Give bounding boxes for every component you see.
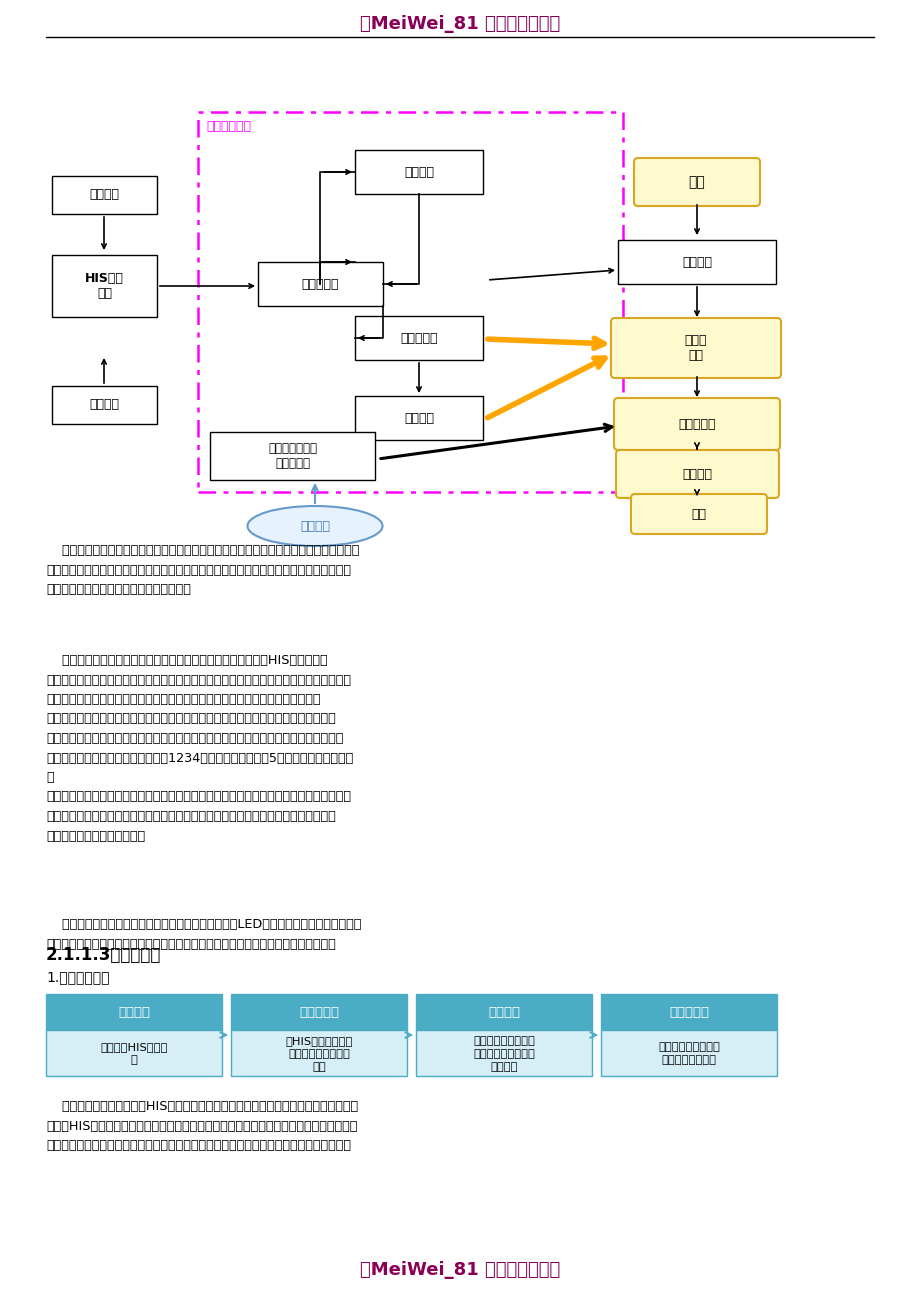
Text: 护士分诊: 护士分诊 bbox=[487, 1005, 519, 1018]
Text: 去指定诊室: 去指定诊室 bbox=[677, 418, 715, 431]
FancyBboxPatch shape bbox=[415, 993, 591, 1030]
Text: 【MeiWei_81 重点借鉴文档】: 【MeiWei_81 重点借鉴文档】 bbox=[359, 1262, 560, 1279]
FancyBboxPatch shape bbox=[630, 493, 766, 534]
FancyBboxPatch shape bbox=[600, 993, 777, 1030]
FancyBboxPatch shape bbox=[355, 396, 482, 440]
FancyBboxPatch shape bbox=[231, 993, 406, 1030]
Text: 操作医生: 操作医生 bbox=[300, 519, 330, 533]
Text: 排队系统客户端
或专用键盘: 排队系统客户端 或专用键盘 bbox=[267, 441, 317, 470]
Text: 当日挂号: 当日挂号 bbox=[89, 398, 119, 411]
FancyBboxPatch shape bbox=[616, 450, 778, 497]
FancyBboxPatch shape bbox=[610, 318, 780, 378]
Text: 候诊区
等候: 候诊区 等候 bbox=[684, 335, 707, 362]
Text: 与HIS系统接口程序
实时读取患者的挂号
信息: 与HIS系统接口程序 实时读取患者的挂号 信息 bbox=[285, 1035, 352, 1072]
FancyBboxPatch shape bbox=[198, 112, 622, 492]
Text: 分诊系统: 分诊系统 bbox=[403, 165, 434, 178]
FancyBboxPatch shape bbox=[52, 385, 157, 424]
Text: 通过医院HIS系统挂
号: 通过医院HIS系统挂 号 bbox=[100, 1043, 167, 1065]
FancyBboxPatch shape bbox=[613, 398, 779, 450]
Text: 分诊排队系统: 分诊排队系统 bbox=[206, 120, 251, 133]
Text: 患者到医院首先通过医院HIS系统挂号，患者的挂号信息存在数据库中，排队分诊系统
通过与HIS系统接口程序实时读取患者的挂号信息，生成排队数据队列。根据诊区信息排: 患者到医院首先通过医院HIS系统挂号，患者的挂号信息存在数据库中，排队分诊系统 … bbox=[46, 1100, 357, 1152]
FancyBboxPatch shape bbox=[52, 255, 157, 316]
Text: 【MeiWei_81 重点借鉴文档】: 【MeiWei_81 重点借鉴文档】 bbox=[359, 16, 560, 33]
FancyBboxPatch shape bbox=[355, 316, 482, 359]
Text: 对于通过使用医疗卡进行预约挂号（包括现场预约挂号、电话预约挂号、网上预约挂号）
的患者，患者就诊当天将医疗卡到挂号处取号，门诊分诊排队系统自动激活患者的排队信息: 对于通过使用医疗卡进行预约挂号（包括现场预约挂号、电话预约挂号、网上预约挂号） … bbox=[46, 544, 359, 596]
Text: 离开: 离开 bbox=[691, 508, 706, 521]
FancyBboxPatch shape bbox=[46, 1030, 221, 1075]
Text: 2.1.1.3系统数据流: 2.1.1.3系统数据流 bbox=[46, 947, 161, 963]
FancyBboxPatch shape bbox=[231, 1030, 406, 1075]
Text: 语音提示: 语音提示 bbox=[403, 411, 434, 424]
FancyBboxPatch shape bbox=[46, 993, 221, 1030]
Text: 排队服务器: 排队服务器 bbox=[299, 1005, 338, 1018]
Text: 1.生成排队数据: 1.生成排队数据 bbox=[46, 970, 109, 984]
FancyBboxPatch shape bbox=[355, 150, 482, 194]
Text: 患者挂号: 患者挂号 bbox=[118, 1005, 150, 1018]
Text: 等离子电视: 等离子电视 bbox=[400, 332, 437, 345]
Text: 病人就诊: 病人就诊 bbox=[682, 467, 711, 480]
FancyBboxPatch shape bbox=[210, 432, 375, 480]
Text: 对于当天直接来医院挂号的患者，分诊系统与医院现在运行的HIS系统连接，
将当天就诊患者的挂号信息实时传到各科室门诊护士分诊台上，按挂号的顺序排列在当日出
诊专家: 对于当天直接来医院挂号的患者，分诊系统与医院现在运行的HIS系统连接， 将当天就… bbox=[46, 654, 353, 842]
FancyBboxPatch shape bbox=[52, 176, 157, 214]
Text: 患者: 患者 bbox=[688, 174, 705, 189]
Text: HIS病人
信息: HIS病人 信息 bbox=[85, 272, 124, 299]
Text: 排队服务器: 排队服务器 bbox=[301, 277, 339, 290]
Text: 根据医生登录的诊室
将患者分配到医生的
呼叫器上: 根据医生登录的诊室 将患者分配到医生的 呼叫器上 bbox=[472, 1035, 534, 1072]
FancyBboxPatch shape bbox=[257, 262, 382, 306]
FancyBboxPatch shape bbox=[633, 158, 759, 206]
FancyBboxPatch shape bbox=[415, 1030, 591, 1075]
Ellipse shape bbox=[247, 506, 382, 546]
Text: 从患者等候列表中按
顺序呼叫患者就诊: 从患者等候列表中按 顺序呼叫患者就诊 bbox=[657, 1043, 720, 1065]
FancyBboxPatch shape bbox=[600, 1030, 777, 1075]
Text: 医生呼叫器: 医生呼叫器 bbox=[668, 1005, 709, 1018]
Text: 分诊系统: 分诊系统 bbox=[681, 255, 711, 268]
Text: 对于需要二次分诊的诊室，在医院诊室的门口上安装LED显示诊室条屏或小尺寸的液晶
显示器，及时显示当前正在就诊的信息。等候区保持良好的就诊环境，提高就诊效率。: 对于需要二次分诊的诊室，在医院诊室的门口上安装LED显示诊室条屏或小尺寸的液晶 … bbox=[46, 918, 361, 950]
Text: 预约挂号: 预约挂号 bbox=[89, 189, 119, 202]
FancyBboxPatch shape bbox=[618, 240, 775, 284]
